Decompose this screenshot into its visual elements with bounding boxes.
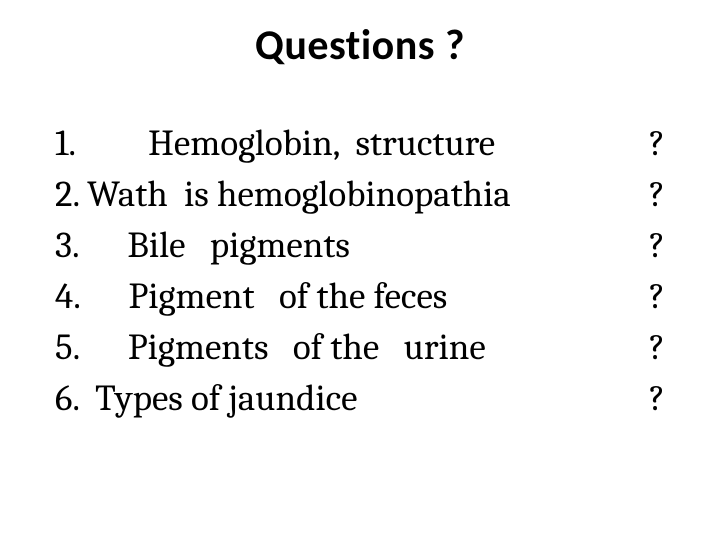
question-mark: ? bbox=[649, 170, 665, 221]
question-text: 3. Bile pigments bbox=[55, 221, 350, 272]
question-text: 4. Pigment of the feces bbox=[55, 272, 447, 323]
question-mark: ? bbox=[641, 119, 665, 170]
questions-list: 1. Hemoglobin, structure ? 2. Wath is he… bbox=[55, 119, 665, 425]
question-mark: ? bbox=[649, 323, 665, 374]
question-mark: ? bbox=[641, 272, 665, 323]
question-item: 3. Bile pigments ? bbox=[55, 221, 665, 272]
page-title: Questions ? bbox=[55, 20, 665, 71]
question-text: 2. Wath is hemoglobinopathia bbox=[55, 170, 511, 221]
question-item: 5. Pigments of the urine ? bbox=[55, 323, 665, 374]
question-mark: ? bbox=[649, 221, 665, 272]
question-text: 6. Types of jaundice bbox=[55, 374, 357, 425]
question-item: 1. Hemoglobin, structure ? bbox=[55, 119, 665, 170]
question-text: 1. Hemoglobin, structure bbox=[55, 119, 495, 170]
question-item: 4. Pigment of the feces ? bbox=[55, 272, 665, 323]
question-text: 5. Pigments of the urine bbox=[55, 323, 486, 374]
question-item: 6. Types of jaundice ? bbox=[55, 374, 665, 425]
question-item: 2. Wath is hemoglobinopathia ? bbox=[55, 170, 665, 221]
question-mark: ? bbox=[649, 374, 665, 425]
